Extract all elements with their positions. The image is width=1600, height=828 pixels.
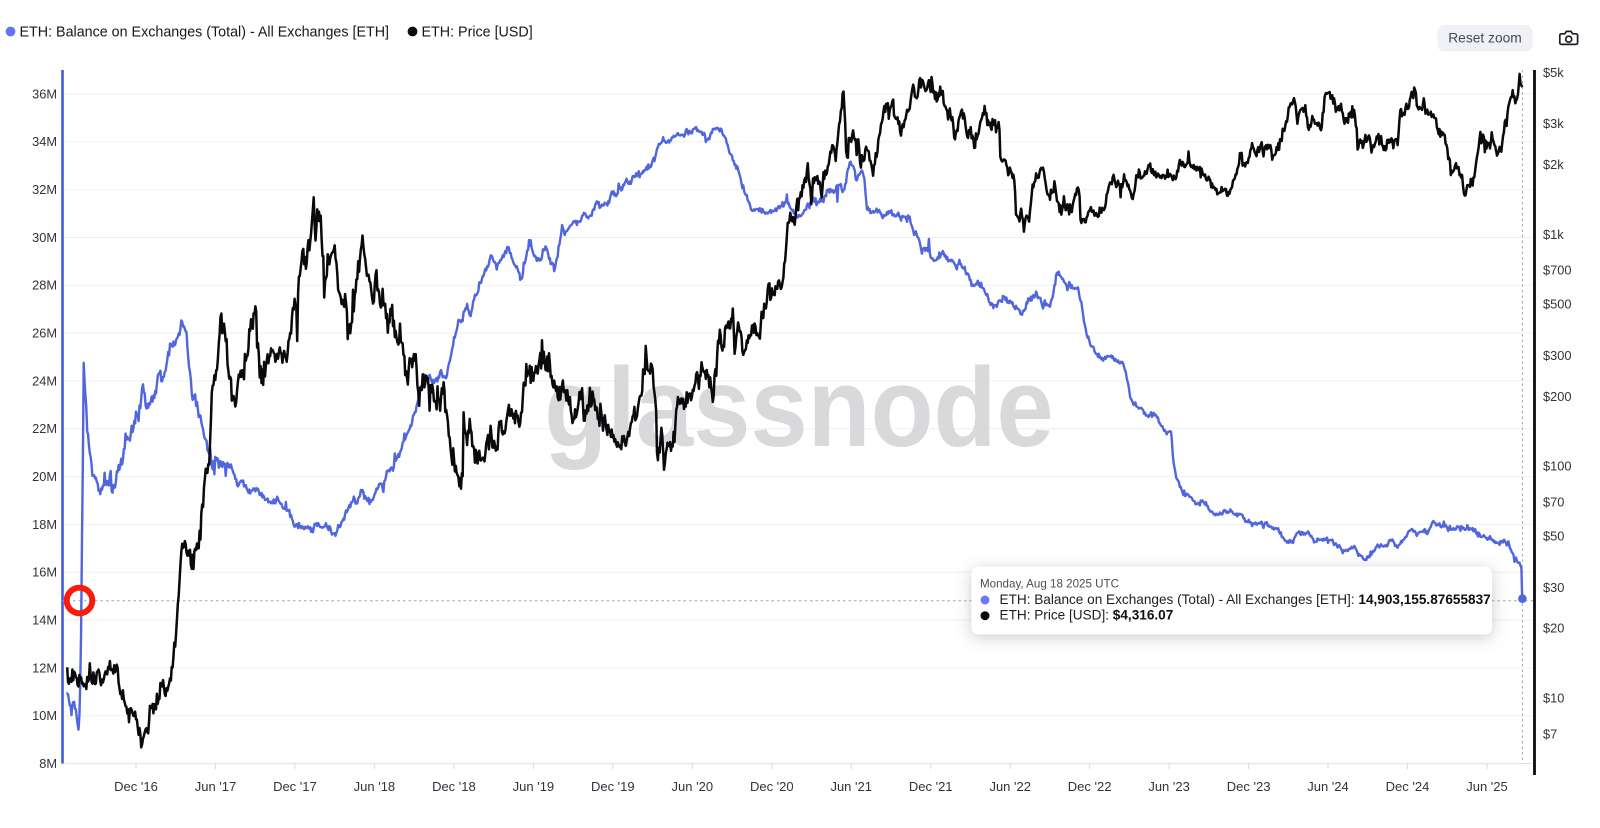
svg-text:Jun '18: Jun '18 [354,779,396,794]
svg-text:glassnode: glassnode [544,345,1054,470]
svg-text:26M: 26M [32,326,57,341]
svg-text:$30: $30 [1543,580,1564,595]
svg-text:14M: 14M [32,612,57,627]
svg-text:24M: 24M [32,373,57,388]
svg-text:Dec '18: Dec '18 [432,779,476,794]
svg-text:20M: 20M [32,469,57,484]
svg-text:32M: 32M [32,182,57,197]
svg-text:$7: $7 [1543,726,1557,741]
svg-text:28M: 28M [32,278,57,293]
svg-text:Dec '22: Dec '22 [1068,779,1112,794]
svg-text:Jun '21: Jun '21 [830,779,872,794]
svg-text:$50: $50 [1543,528,1564,543]
svg-text:Jun '24: Jun '24 [1307,779,1349,794]
svg-text:Dec '23: Dec '23 [1227,779,1271,794]
svg-text:Jun '23: Jun '23 [1148,779,1190,794]
svg-text:ETH: Price [USD]: ETH: Price [USD] [422,25,533,41]
svg-text:Jun '25: Jun '25 [1466,779,1508,794]
svg-text:$1k: $1k [1543,227,1564,242]
svg-text:Jun '19: Jun '19 [513,779,555,794]
svg-text:ETH: Balance on Exchanges (Tot: ETH: Balance on Exchanges (Total) - All … [1000,592,1491,607]
svg-text:Dec '20: Dec '20 [750,779,794,794]
svg-text:Dec '21: Dec '21 [909,779,953,794]
svg-text:Jun '17: Jun '17 [195,779,237,794]
svg-text:$10: $10 [1543,690,1564,705]
svg-text:$2k: $2k [1543,157,1564,172]
svg-text:22M: 22M [32,421,57,436]
svg-text:$700: $700 [1543,263,1571,278]
svg-text:$70: $70 [1543,495,1564,510]
svg-text:Jun '22: Jun '22 [989,779,1031,794]
svg-text:Jun '20: Jun '20 [672,779,714,794]
svg-text:34M: 34M [32,134,57,149]
svg-text:$5k: $5k [1543,65,1564,80]
svg-text:16M: 16M [32,565,57,580]
svg-text:Monday, Aug 18 2025 UTC: Monday, Aug 18 2025 UTC [980,578,1119,591]
svg-text:Dec '24: Dec '24 [1386,779,1430,794]
svg-text:Reset zoom: Reset zoom [1448,31,1522,46]
svg-text:8M: 8M [39,756,57,771]
svg-text:$20: $20 [1543,621,1564,636]
svg-text:$200: $200 [1543,389,1571,404]
svg-text:$3k: $3k [1543,116,1564,131]
svg-text:Dec '19: Dec '19 [591,779,635,794]
svg-text:$300: $300 [1543,348,1571,363]
svg-text:18M: 18M [32,517,57,532]
svg-text:Dec '16: Dec '16 [114,779,158,794]
svg-text:ETH: Price [USD]: $4,316.07: ETH: Price [USD]: $4,316.07 [1000,608,1174,623]
svg-text:$500: $500 [1543,297,1571,312]
svg-text:10M: 10M [32,708,57,723]
svg-text:ETH: Balance on Exchanges (Tot: ETH: Balance on Exchanges (Total) - All … [20,25,390,41]
svg-text:12M: 12M [32,660,57,675]
svg-text:36M: 36M [32,86,57,101]
svg-text:Dec '17: Dec '17 [273,779,317,794]
svg-text:$100: $100 [1543,459,1571,474]
svg-text:30M: 30M [32,230,57,245]
